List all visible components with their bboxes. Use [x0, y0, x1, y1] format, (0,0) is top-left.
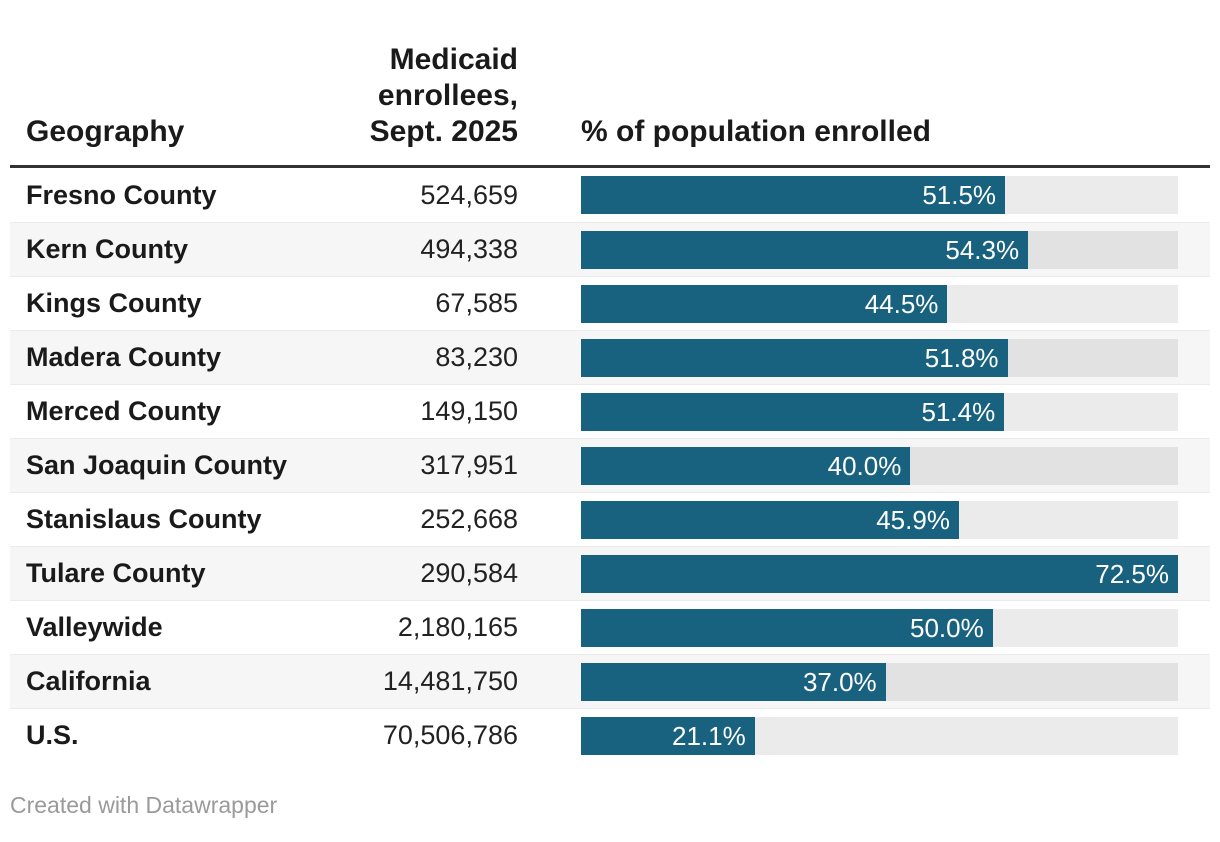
enrollees-value: 524,659	[420, 179, 518, 210]
column-header-enrollees-line2: enrollees,	[377, 79, 518, 112]
geography-label: Valleywide	[26, 612, 163, 642]
pct-value-label: 72.5%	[1095, 558, 1169, 589]
bar-fill: 37.0%	[581, 662, 886, 701]
bar-track: 51.5%	[581, 176, 1178, 214]
table-row: San Joaquin County 317,951 40.0%	[10, 438, 1210, 492]
table-header-row: Geography Medicaid enrollees, Sept. 2025…	[10, 0, 1210, 168]
bar-fill: 72.5%	[581, 554, 1178, 593]
enrollees-value: 14,481,750	[382, 666, 518, 696]
bar-track: 44.5%	[581, 284, 1178, 323]
table-body: Fresno County 524,659 51.5% Kern County …	[10, 168, 1210, 762]
bar-track: 51.8%	[581, 338, 1178, 377]
enrollees-value: 83,230	[435, 342, 518, 372]
enrollees-value: 317,951	[420, 450, 518, 480]
pct-value-label: 51.8%	[924, 342, 999, 373]
bar-track: 72.5%	[581, 554, 1178, 593]
table: Geography Medicaid enrollees, Sept. 2025…	[10, 0, 1210, 762]
pct-bar-cell: 72.5%	[534, 554, 1210, 593]
pct-value-label: 51.5%	[922, 180, 997, 210]
enrollees-value: 2,180,165	[397, 612, 518, 642]
pct-bar-cell: 51.4%	[534, 392, 1210, 431]
table-row: Valleywide 2,180,165 50.0%	[10, 600, 1210, 654]
bar-track: 21.1%	[581, 716, 1178, 755]
geography-label: Tulare County	[26, 558, 206, 588]
enrollees-value: 70,506,786	[382, 720, 518, 750]
pct-bar-cell: 37.0%	[534, 662, 1210, 701]
table-row: U.S. 70,506,786 21.1%	[10, 708, 1210, 762]
table-row: Merced County 149,150 51.4%	[10, 384, 1210, 438]
bar-track: 37.0%	[581, 662, 1178, 701]
bar-fill: 21.1%	[581, 716, 755, 755]
table-row: California 14,481,750 37.0%	[10, 654, 1210, 708]
bar-fill: 45.9%	[581, 500, 959, 539]
pct-value-label: 21.1%	[672, 720, 746, 751]
datawrapper-attribution-link[interactable]: Created with Datawrapper	[10, 792, 278, 818]
table-row: Kings County 67,585 44.5%	[10, 276, 1210, 330]
column-header-geography: Geography	[26, 115, 185, 148]
geography-label: Kern County	[26, 234, 188, 264]
bar-track: 40.0%	[581, 446, 1178, 485]
bar-track: 50.0%	[581, 608, 1178, 647]
geography-label: Kings County	[26, 288, 202, 318]
geography-label: Madera County	[26, 342, 222, 372]
bar-track: 54.3%	[581, 230, 1178, 269]
column-header-enrollees-line3: Sept. 2025	[369, 115, 518, 148]
pct-bar-cell: 40.0%	[534, 446, 1210, 485]
bar-fill: 54.3%	[581, 230, 1029, 269]
enrollees-value: 149,150	[420, 396, 518, 426]
enrollees-value: 252,668	[420, 504, 518, 534]
table-row: Kern County 494,338 54.3%	[10, 222, 1210, 276]
pct-value-label: 45.9%	[876, 504, 950, 535]
bar-fill: 40.0%	[581, 446, 911, 485]
pct-value-label: 50.0%	[909, 612, 984, 643]
pct-bar-cell: 54.3%	[534, 230, 1210, 269]
bar-track: 45.9%	[581, 500, 1178, 539]
table-row: Tulare County 290,584 72.5%	[10, 546, 1210, 600]
geography-label: U.S.	[26, 720, 79, 750]
pct-bar-cell: 51.8%	[534, 338, 1210, 377]
geography-label: Stanislaus County	[26, 504, 262, 534]
bar-fill: 51.5%	[581, 176, 1006, 214]
pct-bar-cell: 50.0%	[534, 608, 1210, 647]
pct-value-label: 40.0%	[827, 450, 902, 481]
geography-label: Fresno County	[26, 179, 217, 210]
pct-value-label: 51.4%	[921, 396, 996, 427]
bar-fill: 51.4%	[581, 392, 1005, 431]
column-header-enrollees-line1: Medicaid	[389, 43, 518, 76]
bar-fill: 50.0%	[581, 608, 993, 647]
table-row: Stanislaus County 252,668 45.9%	[10, 492, 1210, 546]
pct-bar-cell: 21.1%	[534, 716, 1210, 755]
bar-fill: 51.8%	[581, 338, 1008, 377]
geography-label: San Joaquin County	[26, 450, 288, 480]
enrollees-value: 67,585	[435, 288, 518, 318]
pct-value-label: 37.0%	[802, 666, 877, 697]
pct-value-label: 54.3%	[945, 234, 1020, 265]
column-header-pct-enrolled: % of population enrolled	[581, 115, 931, 148]
geography-label: California	[26, 666, 151, 696]
pct-bar-cell: 51.5%	[534, 176, 1210, 214]
column-header-enrollees: Medicaid enrollees, Sept. 2025	[310, 42, 534, 150]
bar-fill: 44.5%	[581, 284, 948, 323]
table-row: Madera County 83,230 51.8%	[10, 330, 1210, 384]
table-row: Fresno County 524,659 51.5%	[10, 168, 1210, 222]
enrollees-value: 494,338	[420, 234, 518, 264]
pct-bar-cell: 44.5%	[534, 284, 1210, 323]
bar-track: 51.4%	[581, 392, 1178, 431]
pct-bar-cell: 45.9%	[534, 500, 1210, 539]
pct-value-label: 44.5%	[864, 288, 939, 319]
enrollees-value: 290,584	[420, 558, 518, 588]
geography-label: Merced County	[26, 396, 222, 426]
